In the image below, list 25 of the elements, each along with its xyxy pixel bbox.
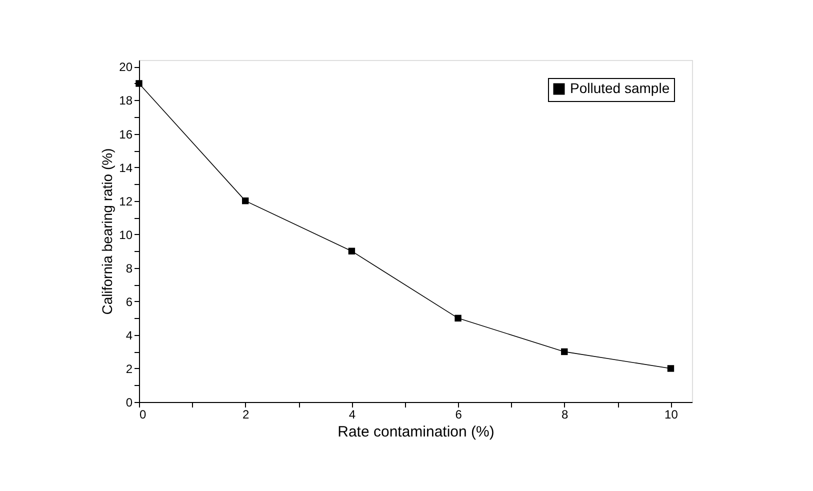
point [348,248,356,254]
y-tick-label: 4 [126,328,133,342]
point [242,197,249,204]
x-tick-label: 8 [562,408,569,422]
y-tick-label: 0 [126,396,133,410]
y-tick-label: 12 [119,194,133,208]
x-tick-label: 10 [664,408,678,422]
x-tick-label: 4 [348,408,356,422]
y-tick-label: 20 [119,60,133,74]
x-tick-label: 2 [242,408,250,422]
point [561,348,568,356]
y-tick-label: 8 [126,261,133,276]
x-tick-label: 6 [455,408,462,422]
y-tick-label: 6 [126,294,133,309]
x-tick-label: 0 [140,408,146,422]
point [454,314,462,322]
x-axis-title: Rate contamination (%) [338,424,494,440]
point [667,365,674,372]
y-tick-label: 16 [119,127,133,142]
y-axis-title: California bearing ratio (%) [99,148,116,315]
legend-label: Polluted sample [570,80,670,96]
y-tick-label: 14 [119,160,133,175]
y-tick-label: 18 [119,94,133,108]
y-tick-label: 2 [126,362,133,376]
y-tick-label: 10 [119,228,133,242]
